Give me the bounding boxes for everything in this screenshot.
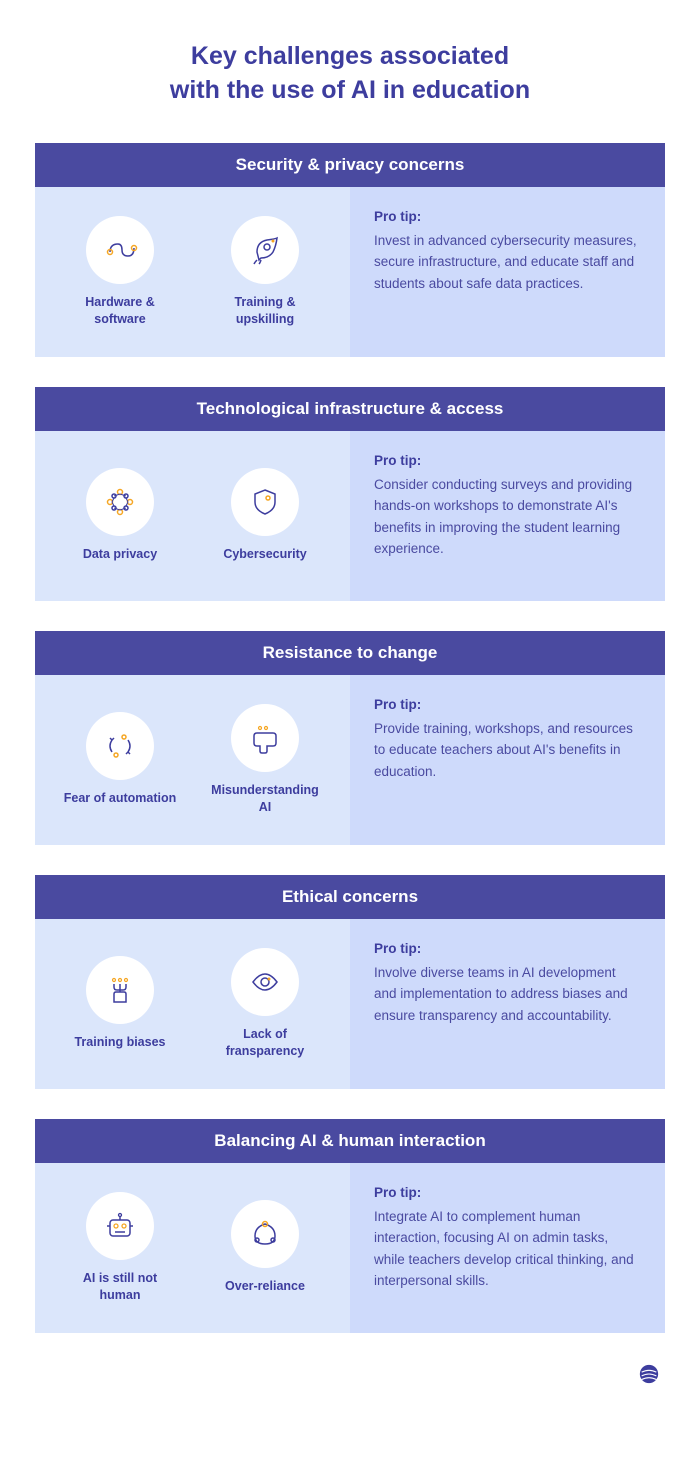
- misunderstanding-ai-icon: [231, 704, 299, 772]
- icon-item: Cybersecurity: [208, 468, 323, 562]
- section: Security & privacy concernsHardware & so…: [35, 143, 665, 357]
- ai-not-human-icon: [86, 1192, 154, 1260]
- section-header: Balancing AI & human interaction: [35, 1119, 665, 1163]
- tip-text: Integrate AI to complement human interac…: [374, 1206, 641, 1292]
- tip-label: Pro tip:: [374, 209, 641, 224]
- hardware-software-icon: [86, 216, 154, 284]
- icons-panel: Data privacy Cybersecurity: [35, 431, 350, 601]
- tip-label: Pro tip:: [374, 697, 641, 712]
- section-body: AI is still not human Over-reliance Pro ti…: [35, 1163, 665, 1333]
- section: Balancing AI & human interactionAI is st…: [35, 1119, 665, 1333]
- section-header: Security & privacy concerns: [35, 143, 665, 187]
- tip-label: Pro tip:: [374, 1185, 641, 1200]
- section-body: Training biases Lack of fransparency Pro t…: [35, 919, 665, 1089]
- icons-panel: AI is still not human Over-reliance: [35, 1163, 350, 1333]
- tip-panel: Pro tip: Consider conducting surveys and …: [350, 431, 665, 601]
- icon-item: Fear of automation: [63, 712, 178, 806]
- icon-label: Over-reliance: [225, 1278, 305, 1294]
- icons-panel: Fear of automation Misunderstanding AI: [35, 675, 350, 845]
- tip-text: Consider conducting surveys and providin…: [374, 474, 641, 560]
- section-body: Hardware & software Training & upskilling…: [35, 187, 665, 357]
- icons-panel: Hardware & software Training & upskilling: [35, 187, 350, 357]
- tip-panel: Pro tip: Invest in advanced cybersecurity…: [350, 187, 665, 357]
- tip-panel: Pro tip: Integrate AI to complement human…: [350, 1163, 665, 1333]
- icon-item: Misunderstanding AI: [208, 704, 323, 815]
- cybersecurity-icon: [231, 468, 299, 536]
- page-title: Key challenges associated with the use o…: [35, 40, 665, 108]
- fear-automation-icon: [86, 712, 154, 780]
- training-biases-icon: [86, 956, 154, 1024]
- tip-panel: Pro tip: Provide training, workshops, and…: [350, 675, 665, 845]
- over-reliance-icon: [231, 1200, 299, 1268]
- icon-label: Data privacy: [83, 546, 157, 562]
- icon-item: AI is still not human: [63, 1192, 178, 1303]
- icon-label: Lack of fransparency: [208, 1026, 323, 1059]
- icon-label: Training & upskilling: [208, 294, 323, 327]
- icon-label: AI is still not human: [63, 1270, 178, 1303]
- section-header: Technological infrastructure & access: [35, 387, 665, 431]
- section: Ethical concerns Training biases Lack of f…: [35, 875, 665, 1089]
- section: Resistance to change Fear of automation Mi…: [35, 631, 665, 845]
- icon-label: Training biases: [74, 1034, 165, 1050]
- icon-item: Data privacy: [63, 468, 178, 562]
- tip-text: Invest in advanced cybersecurity measure…: [374, 230, 641, 295]
- section-header: Resistance to change: [35, 631, 665, 675]
- lack-transparency-icon: [231, 948, 299, 1016]
- section-body: Data privacy Cybersecurity Pro tip: Conside…: [35, 431, 665, 601]
- training-upskilling-icon: [231, 216, 299, 284]
- logo-icon: [35, 1363, 665, 1390]
- icon-item: Lack of fransparency: [208, 948, 323, 1059]
- tip-text: Involve diverse teams in AI development …: [374, 962, 641, 1027]
- icon-item: Training biases: [63, 956, 178, 1050]
- tip-text: Provide training, workshops, and resourc…: [374, 718, 641, 783]
- icon-label: Cybersecurity: [223, 546, 306, 562]
- icons-panel: Training biases Lack of fransparency: [35, 919, 350, 1089]
- icon-label: Misunderstanding AI: [208, 782, 323, 815]
- section-header: Ethical concerns: [35, 875, 665, 919]
- icon-item: Training & upskilling: [208, 216, 323, 327]
- tip-label: Pro tip:: [374, 453, 641, 468]
- tip-panel: Pro tip: Involve diverse teams in AI deve…: [350, 919, 665, 1089]
- data-privacy-icon: [86, 468, 154, 536]
- icon-item: Over-reliance: [208, 1200, 323, 1294]
- section-body: Fear of automation Misunderstanding AI Pro…: [35, 675, 665, 845]
- tip-label: Pro tip:: [374, 941, 641, 956]
- icon-label: Fear of automation: [64, 790, 177, 806]
- icon-item: Hardware & software: [63, 216, 178, 327]
- section: Technological infrastructure & accessDat…: [35, 387, 665, 601]
- icon-label: Hardware & software: [63, 294, 178, 327]
